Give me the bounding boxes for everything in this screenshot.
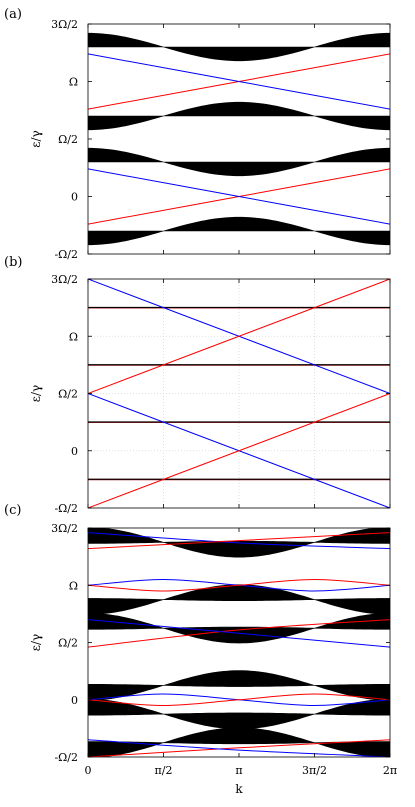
bulk-band: [88, 584, 390, 615]
edge-state-red: [88, 393, 390, 508]
edge-state-red: [88, 619, 390, 648]
edge-state-red: [88, 693, 390, 707]
bulk-band: [88, 727, 390, 757]
y-tick-label: 3Ω/2: [51, 18, 78, 31]
edge-state-blue: [88, 619, 390, 648]
edge-state-blue: [88, 739, 390, 757]
panel-c: -Ω/2 0 Ω/2 Ω 3Ω/2 ε/γ (c) 0 π/2 π 3π/2 2π k: [4, 503, 397, 796]
edge-state-blue: [88, 532, 390, 550]
bulk-band: [88, 32, 390, 62]
plot-area: [88, 32, 390, 246]
x-axis-label: k: [235, 782, 243, 796]
y-tick-label: Ω: [69, 579, 78, 592]
y-tick-label: 0: [71, 694, 78, 707]
y-axis-label: ε/γ: [29, 385, 43, 402]
bulk-band: [88, 101, 390, 131]
bulk-band: [88, 698, 390, 730]
y-tick-label: 0: [71, 191, 78, 204]
bulk-band: [88, 216, 390, 246]
y-tick-label: Ω/2: [58, 637, 78, 650]
y-axis-label: ε/γ: [29, 130, 43, 147]
x-tick-label: 3π/2: [302, 764, 327, 777]
y-tick-label: Ω/2: [58, 133, 78, 146]
x-tick-label: π/2: [155, 764, 173, 777]
y-tick-label: -Ω/2: [54, 751, 78, 764]
bulk-band: [88, 147, 390, 177]
bulk-band: [88, 670, 390, 701]
y-tick-label: -Ω/2: [54, 248, 78, 261]
x-tick-label: 2π: [383, 764, 397, 777]
edge-state-red: [88, 279, 390, 394]
edge-state-red: [88, 739, 390, 757]
y-tick-label: 3Ω/2: [51, 522, 78, 535]
x-tick-label: π: [235, 764, 242, 777]
y-tick-label: Ω/2: [58, 388, 78, 401]
edge-state-blue: [88, 53, 390, 110]
plot-area: [88, 279, 390, 508]
y-tick-label: 3Ω/2: [51, 273, 78, 286]
panel-b: -Ω/2 0 Ω/2 Ω 3Ω/2 ε/γ (b): [4, 255, 391, 515]
y-tick-label: Ω: [69, 330, 78, 343]
y-tick-label: 0: [71, 445, 78, 458]
panel-label: (c): [4, 503, 21, 518]
edge-state-red: [88, 578, 390, 592]
edge-state-blue: [88, 168, 390, 225]
panel-label: (b): [4, 255, 22, 270]
x-tick-label: 0: [85, 764, 92, 777]
y-axis-label: ε/γ: [29, 634, 43, 651]
edge-state-red: [88, 532, 390, 550]
panel-a: -Ω/2 0 Ω/2 Ω 3Ω/2 ε/γ (a): [4, 7, 391, 261]
plot-area: [88, 528, 390, 757]
bulk-band: [88, 612, 390, 644]
y-tick-label: Ω: [69, 76, 78, 89]
y-tick-label: -Ω/2: [54, 502, 78, 515]
panel-label: (a): [4, 7, 22, 22]
